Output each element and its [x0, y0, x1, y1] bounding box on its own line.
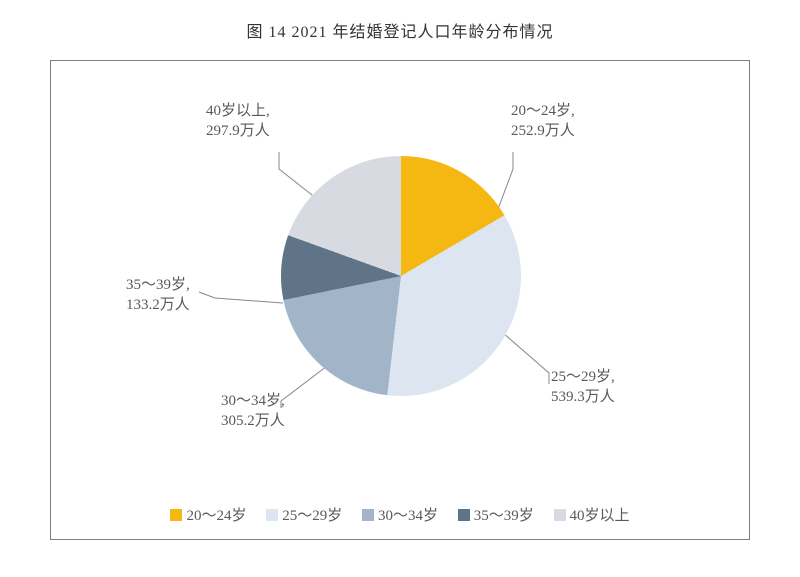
slice-label-line2: 305.2万人	[221, 413, 285, 429]
figure-title: 图 14 2021 年结婚登记人口年龄分布情况	[0, 0, 800, 42]
plot-area: 20～24岁, 252.9万人 25～29岁, 539.3万人 30～34岁, …	[51, 61, 751, 491]
slice-label-20-24: 20～24岁, 252.9万人	[511, 101, 575, 142]
slice-label-line1: 40岁以上,	[206, 103, 270, 119]
page-root: 图 14 2021 年结婚登记人口年龄分布情况 20～24岁, 252.9万人 …	[0, 0, 800, 577]
slice-label-35-39: 35～39岁, 133.2万人	[126, 275, 190, 316]
slice-label-line1: 20～24岁,	[511, 103, 575, 119]
legend-item: 30～34岁	[362, 504, 438, 525]
legend-swatch-icon	[458, 509, 470, 521]
slice-label-line1: 30～34岁,	[221, 393, 285, 409]
slice-label-line1: 35～39岁,	[126, 277, 190, 293]
slice-label-line2: 297.9万人	[206, 123, 270, 139]
legend-label: 35～39岁	[474, 508, 534, 524]
legend-label: 25～29岁	[282, 508, 342, 524]
slice-label-line2: 252.9万人	[511, 123, 575, 139]
legend-label: 40岁以上	[570, 508, 630, 524]
legend-swatch-icon	[362, 509, 374, 521]
legend-item: 40岁以上	[554, 504, 630, 525]
legend-swatch-icon	[266, 509, 278, 521]
legend-item: 25～29岁	[266, 504, 342, 525]
legend-swatch-icon	[170, 509, 182, 521]
legend-item: 20～24岁	[170, 504, 246, 525]
slice-label-25-29: 25～29岁, 539.3万人	[551, 367, 615, 408]
chart-frame: 20～24岁, 252.9万人 25～29岁, 539.3万人 30～34岁, …	[50, 60, 750, 540]
slice-label-line2: 539.3万人	[551, 389, 615, 405]
legend-label: 30～34岁	[378, 508, 438, 524]
slice-label-40plus: 40岁以上, 297.9万人	[206, 101, 270, 142]
legend-swatch-icon	[554, 509, 566, 521]
pie-wrap	[281, 156, 521, 396]
pie-chart	[281, 156, 521, 396]
slice-label-30-34: 30～34岁, 305.2万人	[221, 391, 285, 432]
legend: 20～24岁 25～29岁 30～34岁 35～39岁 40岁以上	[51, 504, 749, 525]
legend-label: 20～24岁	[186, 508, 246, 524]
slice-label-line2: 133.2万人	[126, 297, 190, 313]
legend-item: 35～39岁	[458, 504, 534, 525]
slice-label-line1: 25～29岁,	[551, 369, 615, 385]
